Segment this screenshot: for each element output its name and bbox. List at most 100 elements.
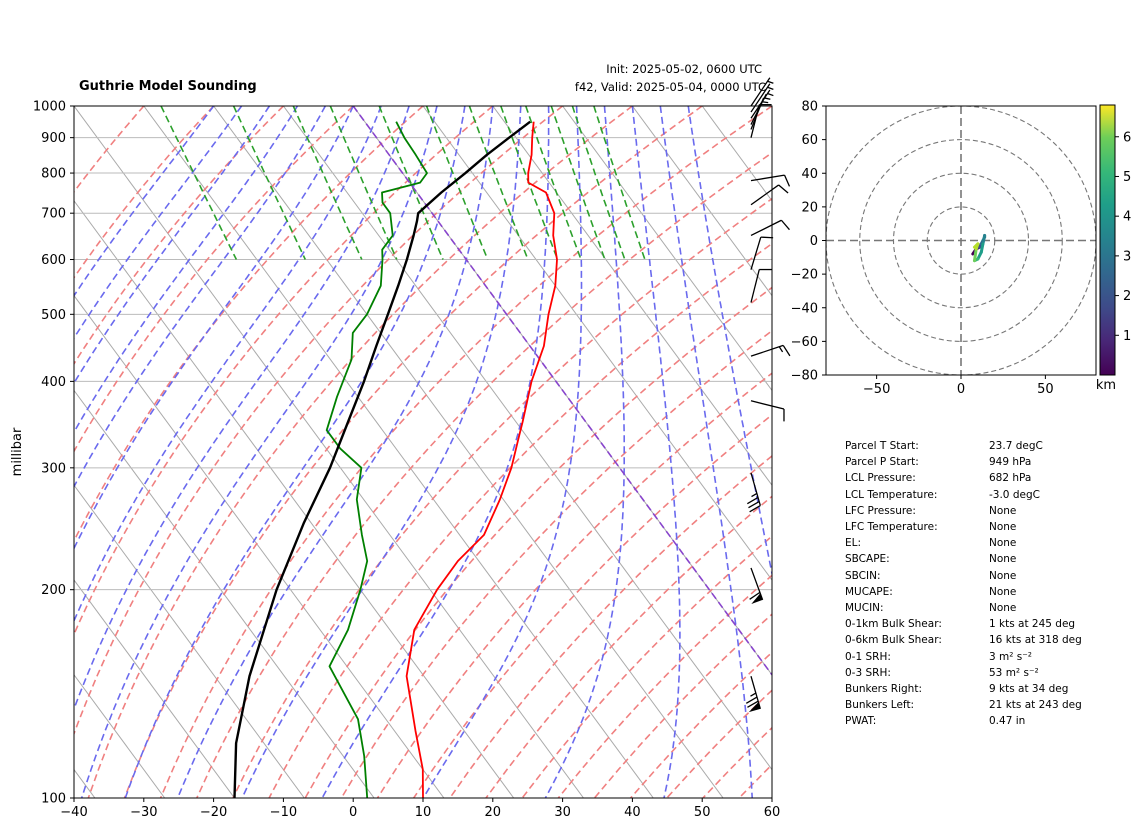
dry-adiabat-line	[449, 454, 772, 798]
param-label: 0-1 SRH:	[845, 650, 891, 663]
skew-t-background-lines	[74, 106, 772, 798]
colorbar-tick-label: 1	[1123, 329, 1131, 344]
colorbar-label: km	[1096, 378, 1116, 393]
colorbar-tick-label: 5	[1123, 170, 1131, 185]
wind-barb	[745, 675, 761, 713]
param-label: Parcel T Start:	[845, 440, 919, 452]
param-row: Parcel T Start: 23.7 degC	[845, 438, 1082, 454]
wind-barb	[750, 83, 774, 113]
param-label: MUCIN:	[845, 602, 884, 615]
param-value: 949 hPa	[989, 456, 1032, 469]
param-value: None	[989, 569, 1017, 582]
param-label: LFC Temperature:	[845, 521, 938, 534]
y-axis-label: millibar	[10, 427, 25, 476]
isotherm-line	[74, 579, 235, 798]
param-label: Bunkers Left:	[845, 699, 915, 712]
skew-t-profiles	[233, 120, 558, 798]
wind-barb	[750, 184, 789, 206]
isotherm-line	[282, 106, 772, 771]
y-tick-label: 900	[41, 131, 66, 146]
isotherm-line	[422, 106, 772, 581]
parcel-profile	[233, 120, 531, 798]
wind-barb	[750, 219, 790, 237]
moist-adiabat-line	[74, 106, 382, 623]
mixing-ratio-line	[468, 106, 529, 260]
colorbar-tick-label: 6	[1123, 130, 1131, 145]
hodograph-axes: −50 0 50 −80 −60 −40 −20 0 20 40 60 80	[791, 100, 1054, 398]
isotherm-line	[143, 106, 654, 798]
hodo-y-tick-label: −40	[791, 301, 818, 316]
x-tick-label: −10	[270, 805, 297, 820]
dry-adiabat-line	[74, 106, 564, 736]
isotherm-line	[492, 106, 772, 487]
isotherm-line	[74, 484, 305, 798]
param-value: None	[989, 553, 1017, 566]
wind-barbs	[745, 77, 791, 713]
param-value: 1 kts at 245 deg	[989, 618, 1076, 631]
y-tick-label: 700	[41, 207, 66, 222]
mixing-ratio-line	[593, 106, 646, 260]
hodo-x-tick-label: 0	[957, 382, 965, 397]
param-row: 0-3 SRH: 53 m² s⁻²	[845, 665, 1082, 681]
mixing-ratio-line	[232, 106, 307, 260]
dry-adiabat-line	[196, 151, 772, 798]
dry-adiabat-line	[123, 106, 703, 798]
param-value: -3.0 degC	[989, 488, 1040, 501]
dry-adiabat-line	[268, 242, 772, 798]
x-tick-label: 0	[349, 805, 357, 820]
param-label: EL:	[845, 537, 862, 550]
colorbar-tick-label: 3	[1123, 249, 1131, 264]
dry-adiabat-line	[74, 106, 354, 453]
mixing-ratio-line	[378, 106, 444, 260]
param-row: 0-1 SRH: 3 m² s⁻²	[845, 649, 1082, 665]
dewpoint-profile	[325, 121, 428, 798]
sounding-parameters-table: Parcel T Start: 23.7 degC Parcel P Start: 9…	[845, 438, 1082, 730]
wind-barb	[750, 268, 772, 303]
y-tick-label: 400	[41, 375, 66, 390]
height-colorbar: 1 2 3 4 5 6 km	[1096, 104, 1131, 393]
hodograph-segment	[973, 247, 978, 263]
x-tick-label: 30	[554, 805, 571, 820]
mixing-ratio-line	[292, 106, 363, 260]
wind-barb	[750, 89, 774, 119]
hodo-y-tick-label: 20	[801, 200, 818, 215]
hodograph-rings	[826, 106, 1096, 375]
param-label: LFC Pressure:	[845, 504, 916, 517]
moist-adiabat-line	[659, 106, 753, 798]
isotherm-line	[74, 673, 166, 798]
zero-degree-isotherm	[352, 106, 772, 677]
moist-adiabat-line	[74, 106, 327, 489]
moist-adiabat-line	[80, 106, 438, 798]
moist-adiabat-line	[74, 106, 215, 298]
param-value: 9 kts at 34 deg	[989, 683, 1069, 696]
wind-barb	[750, 400, 785, 422]
hodo-y-tick-label: −20	[791, 268, 818, 283]
param-row: SBCIN: None	[845, 568, 1082, 584]
param-label: LCL Pressure:	[845, 472, 916, 485]
dry-adiabat-line	[485, 495, 772, 798]
temperature-profile	[405, 121, 558, 798]
param-row: MUCAPE: None	[845, 584, 1082, 600]
param-row: LCL Pressure: 682 hPa	[845, 470, 1082, 486]
y-tick-label: 600	[41, 253, 66, 268]
dry-adiabat-line	[74, 106, 494, 637]
dry-adiabat-line	[87, 106, 633, 798]
param-row: MUCIN: None	[845, 600, 1082, 616]
wind-barb	[750, 344, 791, 357]
hodo-x-tick-label: 50	[1037, 382, 1054, 397]
param-value: 682 hPa	[989, 472, 1032, 485]
hodo-y-tick-label: −60	[791, 335, 818, 350]
moist-adiabat-line	[544, 106, 625, 798]
valid-time: f42, Valid: 2025-05-04, 0000 UTC	[574, 80, 766, 94]
param-row: PWAT: 0.47 in	[845, 713, 1082, 729]
param-row: LCL Temperature: -3.0 degC	[845, 487, 1082, 503]
dry-adiabat-line	[232, 197, 772, 798]
hodo-y-tick-label: 0	[810, 234, 818, 249]
param-value: None	[989, 537, 1017, 550]
chart-title: Guthrie Model Sounding	[79, 79, 257, 94]
x-tick-label: 20	[485, 805, 502, 820]
param-label: MUCAPE:	[845, 585, 893, 598]
dry-adiabat-line	[304, 286, 772, 798]
dry-adiabat-line	[74, 106, 215, 280]
param-row: LFC Temperature: None	[845, 519, 1082, 535]
